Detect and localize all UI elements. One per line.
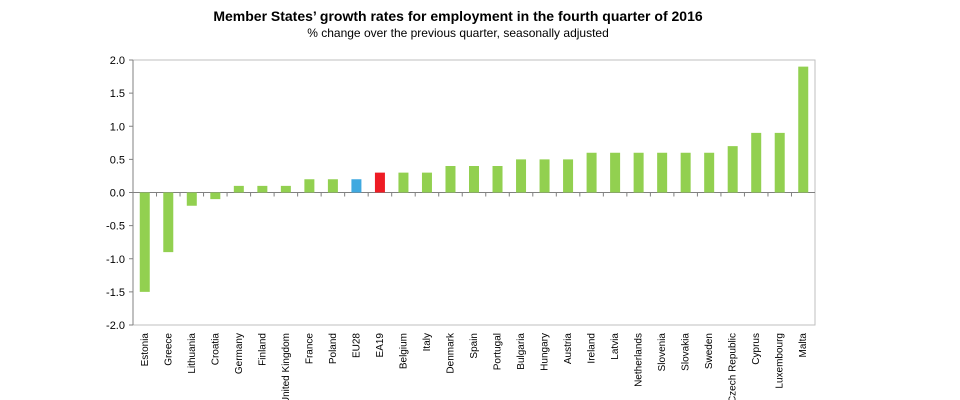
x-tick-label: Netherlands: [634, 333, 645, 387]
y-tick-label: -1.0: [106, 254, 125, 266]
y-tick-label: -0.5: [106, 221, 125, 233]
x-tick-label: Italy: [422, 333, 433, 351]
x-tick-label: Finland: [257, 333, 268, 366]
bar-france: [304, 179, 315, 193]
bar-slovakia: [680, 152, 691, 193]
bar-estonia: [139, 192, 150, 292]
bar-bulgaria: [516, 159, 527, 193]
x-tick-label: Poland: [328, 333, 339, 364]
bar-cyprus: [751, 132, 762, 193]
bar-lithuania: [186, 192, 197, 206]
bar-austria: [563, 159, 574, 193]
y-tick-label: 1.0: [110, 121, 125, 133]
bar-czech-republic: [727, 146, 738, 193]
x-tick-label: Ireland: [587, 333, 598, 364]
y-tick-label: 2.0: [110, 55, 125, 67]
x-tick-label: Cyprus: [751, 333, 762, 365]
x-tick-label: Hungary: [540, 333, 551, 371]
y-tick-label: 0.0: [110, 188, 125, 200]
bar-latvia: [610, 152, 621, 193]
x-tick-label: Greece: [163, 333, 174, 366]
bar-ea19: [374, 172, 385, 193]
x-tick-label: Bulgaria: [516, 333, 527, 370]
bar-slovenia: [657, 152, 668, 193]
bar-luxembourg: [774, 132, 785, 193]
x-tick-label: Austria: [563, 333, 574, 365]
bar-netherlands: [633, 152, 644, 193]
y-tick-label: 1.5: [110, 88, 125, 100]
bar-poland: [327, 179, 338, 193]
x-tick-label: Latvia: [610, 333, 621, 360]
bar-spain: [469, 166, 479, 193]
x-tick-label: Denmark: [445, 332, 456, 374]
x-tick-label: EA19: [375, 333, 386, 358]
x-tick-label: Lithuania: [187, 333, 198, 374]
bar-denmark: [445, 166, 456, 193]
x-tick-label: Slovenia: [657, 333, 668, 372]
bars: [132, 66, 809, 292]
y-tick-label: 0.5: [110, 154, 125, 166]
bar-malta: [798, 66, 809, 193]
bar-germany: [233, 185, 244, 193]
bar-italy: [421, 172, 432, 193]
y-tick-label: -1.5: [106, 287, 125, 299]
x-tick-label: Malta: [798, 333, 809, 358]
bar-sweden: [704, 152, 715, 193]
x-tick-label: EU28: [351, 333, 362, 358]
x-tick-label: Germany: [234, 333, 245, 374]
x-tick-label: Portugal: [493, 333, 504, 370]
bar-eu28: [351, 179, 362, 193]
bar-portugal: [492, 166, 503, 193]
x-tick-label: France: [304, 333, 315, 365]
x-tick-label: Croatia: [210, 333, 221, 366]
chart-title: Member States’ growth rates for employme…: [213, 8, 703, 24]
x-tick-label: Luxembourg: [775, 333, 786, 389]
bar-belgium: [398, 172, 409, 193]
y-tick-label: -2.0: [106, 320, 125, 332]
x-tick-label: Sweden: [704, 333, 715, 369]
x-tick-label: Belgium: [398, 333, 409, 369]
bar-hungary: [539, 159, 550, 193]
bar-united-kingdom: [280, 185, 291, 193]
bar-ireland: [586, 152, 597, 193]
x-tick-label: Slovakia: [681, 333, 692, 371]
x-tick-label: Estonia: [140, 333, 151, 367]
x-tick-label: United Kingdom: [281, 333, 292, 400]
x-tick-label: Czech Republic: [728, 333, 739, 400]
x-tick-label: Spain: [469, 333, 480, 359]
x-axis-labels: Estonia Greece Lithuania Croatia Germany Finl…: [140, 332, 809, 400]
bar-croatia: [210, 192, 221, 200]
bar-finland: [257, 185, 268, 193]
bar-greece: [163, 192, 174, 253]
chart-subtitle: % change over the previous quarter, seas…: [307, 26, 609, 40]
